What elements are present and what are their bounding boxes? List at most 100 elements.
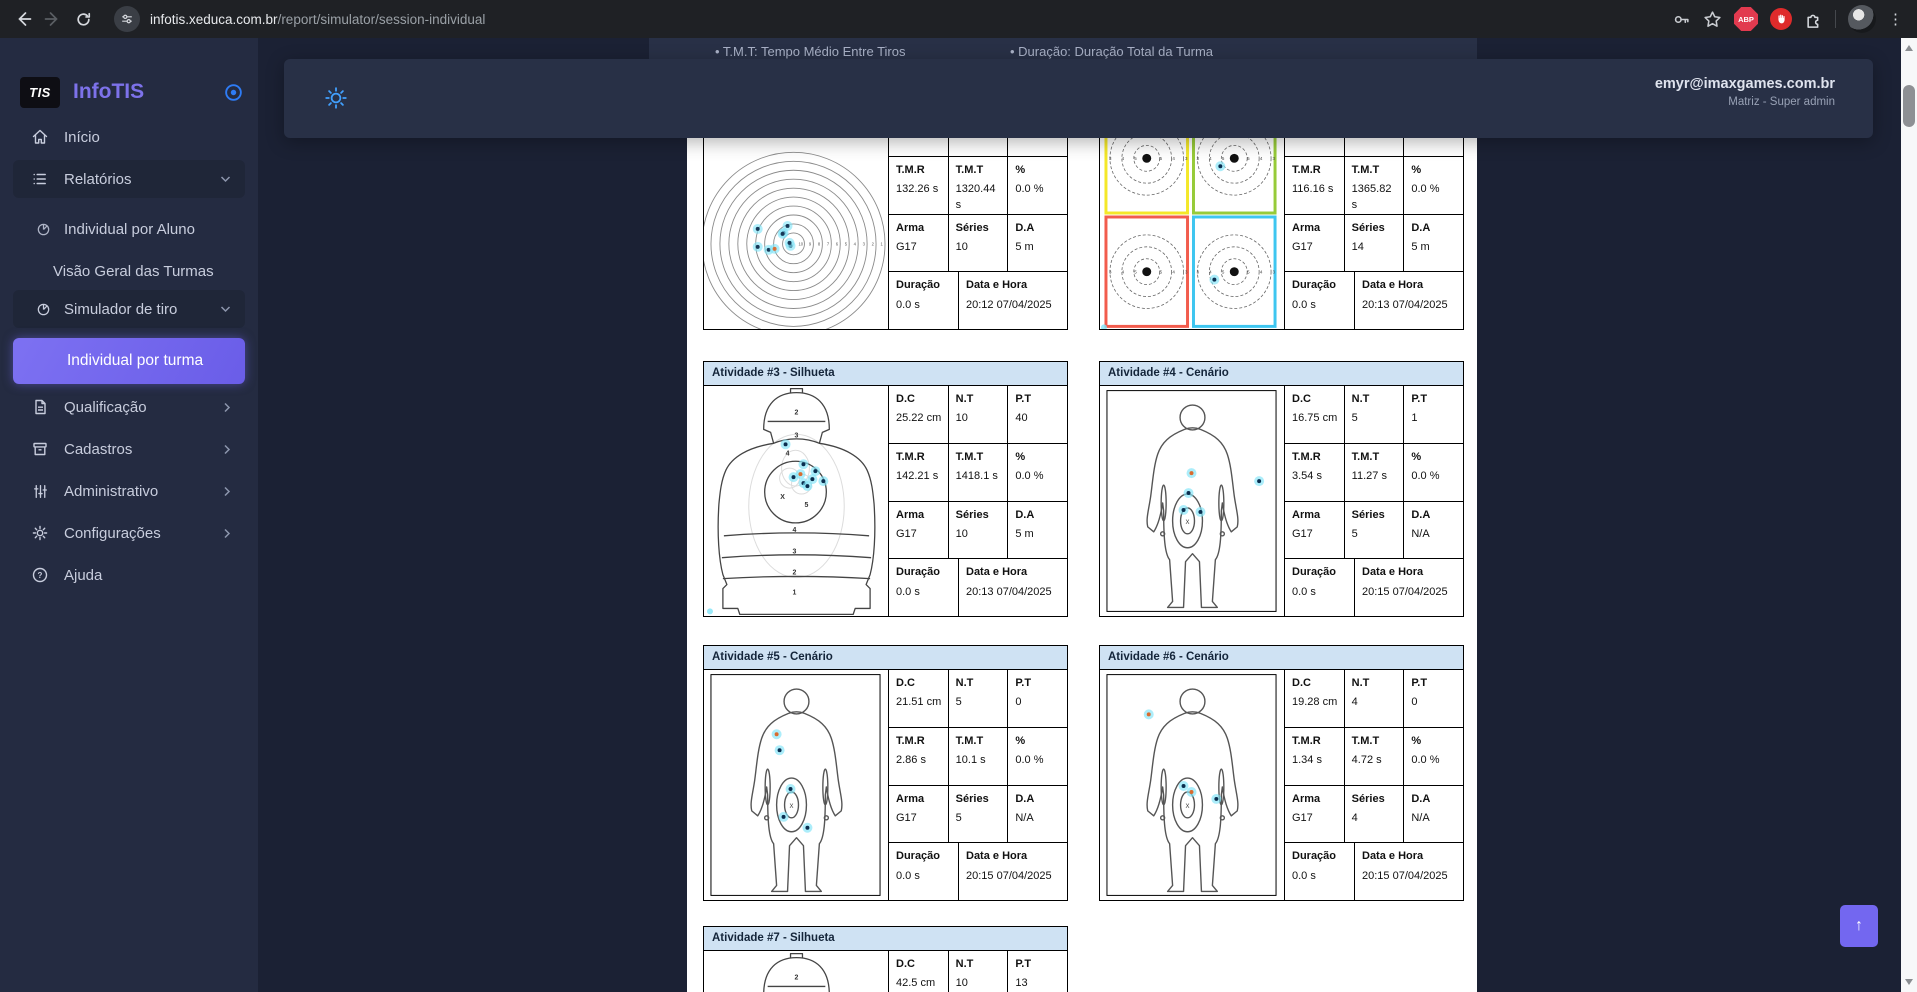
sidebar-item-label: Ajuda	[64, 566, 103, 584]
browser-menu-button[interactable]: ⋮	[1888, 10, 1903, 28]
bookmark-star-button[interactable]	[1703, 10, 1722, 29]
shot-markers	[1100, 161, 1226, 329]
report-panel: 10 9 8 7 6 5 4 3 2 1	[687, 74, 1477, 992]
theme-toggle-button[interactable]	[322, 84, 350, 112]
svg-text:5 4 3: 5 4 3	[1247, 269, 1279, 274]
sidebar-item-simulador-de-tiro[interactable]: Simulador de tiro	[13, 290, 245, 328]
legend-item-duracao: • Duração: Duração Total da Turma	[1010, 44, 1214, 59]
sidebar-item-label: Cadastros	[64, 440, 133, 458]
sidebar-item-individual-por-aluno[interactable]: Individual por Aluno	[13, 210, 245, 248]
sidebar-item-label: Individual por turma	[67, 352, 204, 369]
svg-text:5: 5	[805, 502, 809, 509]
sliders-icon	[30, 482, 50, 500]
activity-stats-table: D.C 25.22 cm N.T 10 P.T 40 T.M.R 142.21 s T.…	[889, 386, 1067, 616]
browser-toolbar: infotis.xeduca.com.br/report/simulator/s…	[0, 0, 1917, 38]
report-legend-partial: • T.M.T: Tempo Médio Entre Tiros • Duraç…	[649, 38, 1477, 59]
user-email: emyr@imaxgames.com.br	[1654, 76, 1835, 92]
tune-icon	[122, 14, 132, 24]
site-info-button[interactable]	[114, 6, 140, 32]
target-person: X	[704, 670, 889, 900]
activity-card-title: Atividade #3 - Silhueta	[704, 362, 1067, 386]
svg-text:X: X	[790, 804, 794, 810]
svg-text:5 4 3: 5 4 3	[1247, 156, 1279, 161]
app-logo: TIS	[20, 76, 60, 108]
gear-icon	[30, 524, 50, 542]
activity-card-title: Atividade #4 - Cenário	[1100, 362, 1463, 386]
sidebar-item-ajuda[interactable]: ? Ajuda	[13, 556, 245, 594]
svg-text:X: X	[780, 494, 785, 501]
shot-markers	[771, 729, 813, 833]
target-rings: 10 9 8 7 6 5 4 3 2 1	[704, 99, 889, 329]
sidebar-item-cadastros[interactable]: Cadastros	[13, 430, 245, 468]
scrollbar-thumb[interactable]	[1903, 85, 1915, 127]
activity-card-title: Atividade #7 - Silhueta	[704, 927, 1067, 951]
sidebar-item-administrativo[interactable]: Administrativo	[13, 472, 245, 510]
list-icon	[30, 170, 50, 188]
svg-text:5 4 3: 5 4 3	[1160, 156, 1192, 161]
chevron-right-icon	[223, 444, 231, 455]
help-circle-icon: ?	[30, 566, 50, 584]
svg-text:3 4 5: 3 4 5	[1109, 156, 1141, 161]
address-bar[interactable]: infotis.xeduca.com.br/report/simulator/s…	[150, 12, 485, 27]
user-menu[interactable]: emyr@imaxgames.com.br Matriz - Super adm…	[1655, 76, 1835, 108]
svg-text:3 4 5: 3 4 5	[1196, 269, 1228, 274]
scrollbar-down-arrow[interactable]	[1905, 979, 1913, 985]
page-scrollbar[interactable]	[1901, 38, 1917, 992]
profile-avatar[interactable]	[1848, 5, 1876, 33]
app-viewport: TIS InfoTIS Início Relatórios Individual…	[0, 38, 1917, 992]
sidebar-item-configuracoes[interactable]: Configurações	[13, 514, 245, 552]
sidebar-item-relatorios[interactable]: Relatórios	[13, 160, 245, 198]
extensions-puzzle-button[interactable]	[1804, 10, 1823, 29]
browser-forward-button[interactable]	[38, 4, 68, 34]
svg-text:3: 3	[793, 549, 797, 556]
svg-text:5: 5	[845, 241, 848, 246]
sidebar-item-visao-geral-das-turmas[interactable]: Visão Geral das Turmas	[13, 252, 245, 290]
sidebar-collapse-toggle[interactable]	[223, 82, 244, 103]
sidebar-item-individual-por-turma[interactable]: Individual por turma	[13, 338, 245, 384]
pie-chart-icon	[33, 220, 53, 238]
browser-reload-button[interactable]	[68, 4, 98, 34]
browser-back-button[interactable]	[8, 4, 38, 34]
chevron-right-icon	[223, 402, 231, 413]
target-person: X	[1100, 670, 1285, 900]
brand-title: InfoTIS	[73, 80, 145, 103]
svg-text:2: 2	[793, 570, 797, 577]
svg-text:4: 4	[854, 241, 857, 246]
chevron-right-icon	[223, 528, 231, 539]
url-domain: infotis.xeduca.com.br	[150, 11, 278, 27]
sidebar-item-label: Relatórios	[64, 170, 132, 188]
svg-text:?: ?	[38, 571, 43, 580]
password-manager-button[interactable]	[1672, 10, 1691, 29]
adblock-extension-icon[interactable]: ABP	[1734, 7, 1758, 31]
scrollbar-up-arrow[interactable]	[1905, 45, 1913, 51]
activity-stats-table: D.C 21.51 cm N.T 5 P.T 0 T.M.R 2.86 s T.M.T 1…	[889, 670, 1067, 900]
svg-text:2: 2	[795, 974, 799, 981]
scroll-to-top-button[interactable]: ↑	[1840, 905, 1878, 947]
target-silhouette: 2 3	[704, 951, 889, 992]
chevron-down-icon	[220, 175, 231, 183]
url-path: /report/simulator/session-individual	[277, 11, 486, 27]
arrow-up-icon: ↑	[1855, 917, 1863, 934]
pie-chart-icon	[33, 300, 53, 318]
archive-box-icon	[30, 440, 50, 458]
activity-card-7: Atividade #7 - Silhueta 2 3	[703, 926, 1068, 992]
star-icon	[1704, 10, 1721, 27]
shot-markers	[752, 220, 796, 255]
hand-blocker-extension-icon[interactable]	[1770, 8, 1792, 30]
sidebar-item-inicio[interactable]: Início	[13, 118, 245, 156]
svg-text:X: X	[1186, 804, 1190, 810]
chevron-right-icon	[223, 486, 231, 497]
forward-arrow-icon	[44, 12, 58, 26]
svg-text:3: 3	[795, 432, 799, 439]
activity-card-title: Atividade #5 - Cenário	[704, 646, 1067, 670]
svg-text:3: 3	[863, 241, 866, 246]
app-header: emyr@imaxgames.com.br Matriz - Super adm…	[284, 59, 1873, 138]
target-person: X	[1100, 386, 1285, 616]
activity-card-4: Atividade #4 - Cenário X	[1099, 361, 1464, 617]
radio-circle-icon	[225, 83, 242, 101]
chevron-down-icon	[220, 305, 231, 313]
sidebar-item-label: Administrativo	[64, 482, 159, 500]
svg-text:10: 10	[798, 241, 803, 246]
sidebar-item-qualificacao[interactable]: Qualificação	[13, 388, 245, 426]
svg-text:2: 2	[795, 409, 799, 416]
